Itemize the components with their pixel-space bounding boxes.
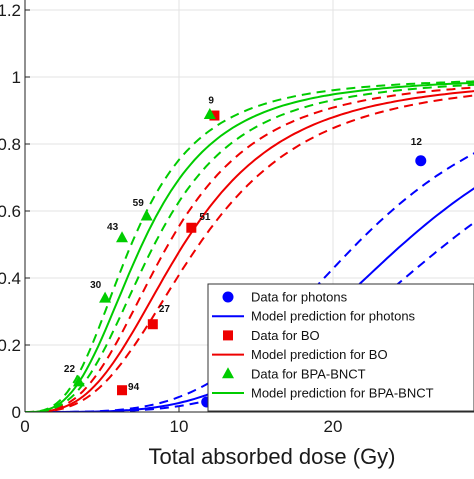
legend-entry-label: Model prediction for photons: [251, 309, 416, 324]
x-tick-label: 20: [324, 417, 343, 436]
data-point: [203, 108, 216, 120]
model-curve: [25, 90, 474, 412]
legend: Data for photons Model prediction for pho…: [207, 283, 474, 412]
point-label: 27: [159, 304, 171, 315]
legend-entry-label: Model prediction for BO: [251, 347, 388, 362]
model-curve: [25, 187, 474, 412]
legend-entry-label: Model prediction for BPA-BNCT: [251, 386, 434, 401]
data-point: [116, 231, 129, 243]
data-point: [147, 319, 158, 330]
legend-entry-label: Data for BO: [251, 328, 320, 343]
point-label: 51: [199, 212, 211, 223]
y-tick-label: 0.4: [0, 269, 21, 288]
y-tick-label: 0.8: [0, 135, 21, 154]
point-label: 12: [411, 137, 423, 148]
confidence-bound-curve: [25, 94, 474, 412]
data-point: [209, 110, 220, 121]
y-tick-label: 1.2: [0, 1, 21, 20]
legend-marker: [223, 330, 233, 341]
legend-box: [207, 283, 474, 412]
confidence-bound-curve: [25, 83, 474, 412]
y-tick-label: 0.2: [0, 336, 21, 355]
confidence-bound-curve: [25, 86, 474, 412]
legend-entry-label: Data for BPA-BNCT: [251, 366, 366, 381]
data-point: [186, 222, 197, 233]
x-tick-label: 10: [170, 417, 189, 436]
data-point: [99, 291, 112, 303]
y-tick-label: 0.6: [0, 202, 21, 221]
model-curves: [25, 80, 474, 412]
point-label: 59: [133, 198, 145, 209]
data-point: [415, 155, 427, 167]
point-label: 22: [64, 364, 76, 375]
point-label: 94: [128, 382, 140, 393]
confidence-bound-curve: [25, 80, 474, 412]
point-label: 30: [90, 280, 102, 291]
data-point: [140, 209, 153, 221]
x-axis-label: Total absorbed dose (Gy): [148, 444, 395, 469]
y-tick-label: 1: [12, 68, 21, 87]
data-point: [117, 385, 128, 396]
model-curve: [25, 81, 474, 412]
legend-marker: [222, 367, 234, 379]
point-label: 9: [208, 96, 214, 107]
x-tick-label: 0: [20, 417, 29, 436]
y-tick-label: 0: [12, 403, 21, 422]
legend-marker: [222, 291, 234, 303]
data-point: [72, 375, 85, 387]
point-label: 43: [107, 222, 119, 233]
legend-entry-label: Data for photons: [251, 290, 348, 305]
